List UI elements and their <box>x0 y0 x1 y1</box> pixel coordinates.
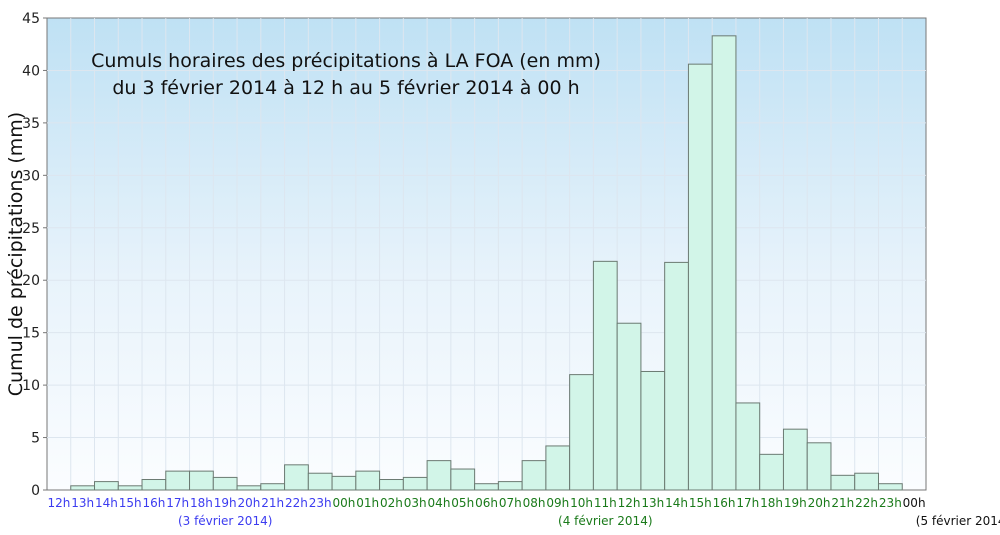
bar-19h <box>782 428 808 491</box>
x-tick-label: 00h <box>903 496 926 510</box>
bar-16h <box>141 479 167 491</box>
x-tick-label: 18h <box>190 496 213 510</box>
x-tick-label: 07h <box>499 496 522 510</box>
y-tick-label: 10 <box>22 378 40 394</box>
x-tick-label: 06h <box>475 496 498 510</box>
bar-16h <box>711 35 737 491</box>
x-tick-label: 13h <box>71 496 94 510</box>
bar-05h <box>450 468 476 491</box>
x-tick-label: 22h <box>855 496 878 510</box>
y-tick-label: 30 <box>22 168 40 184</box>
y-axis-label: Cumul de précipitations (mm) <box>5 112 27 396</box>
x-axis-ticks: 12h 13h 14h 15h 16h 17h 18h 19h 20h 21h 22h 23h 00h 0… <box>47 496 925 510</box>
y-tick-label: 5 <box>31 431 40 447</box>
x-tick-label: 14h <box>665 496 688 510</box>
x-tick-label: 05h <box>451 496 474 510</box>
bar-20h <box>806 442 832 491</box>
x-tick-label: 21h <box>831 496 854 510</box>
bar-08h <box>521 460 547 491</box>
chart-title-line-1: Cumuls horaires des précipitations à LA … <box>91 50 601 72</box>
chart-title-line-2: du 3 février 2014 à 12 h au 5 février 20… <box>112 77 579 99</box>
bar-13h <box>640 370 666 491</box>
bar-18h <box>189 470 214 491</box>
bar-12h <box>616 322 642 491</box>
y-tick-label: 35 <box>22 116 40 132</box>
bar-04h <box>426 460 452 491</box>
x-tick-label: 15h <box>119 496 142 510</box>
y-tick-label: 15 <box>22 326 40 342</box>
x-tick-label: 12h <box>47 496 70 510</box>
y-tick-label: 25 <box>22 221 40 237</box>
x-tick-label: 22h <box>285 496 308 510</box>
bar-02h <box>379 479 404 491</box>
y-tick-label: 45 <box>22 11 40 27</box>
x-tick-label: 19h <box>784 496 807 510</box>
bar-01h <box>355 470 381 491</box>
bar-14h <box>94 481 119 491</box>
y-tick-label: 0 <box>31 483 40 499</box>
day-labels: (3 février 2014) (4 février 2014) (5 févri… <box>178 514 1000 528</box>
x-tick-label: 10h <box>570 496 593 510</box>
bar-15h <box>687 63 713 491</box>
day-label: (4 février 2014) <box>558 514 652 528</box>
bar-22h <box>854 472 879 491</box>
bar-14h <box>664 261 689 491</box>
x-tick-label: 23h <box>309 496 332 510</box>
bar-00h <box>331 475 357 491</box>
bar-20h <box>236 485 262 491</box>
day-label: (3 février 2014) <box>178 514 272 528</box>
bar-07h <box>497 481 523 491</box>
plot-area <box>46 17 927 491</box>
x-tick-label: 17h <box>166 496 189 510</box>
bars <box>70 35 903 491</box>
bar-18h <box>759 453 784 491</box>
x-tick-label: 02h <box>380 496 403 510</box>
x-tick-label: 09h <box>546 496 569 510</box>
x-tick-label: 08h <box>523 496 546 510</box>
bar-21h <box>260 483 286 491</box>
bar-10h <box>569 374 594 491</box>
x-tick-label: 16h <box>713 496 736 510</box>
x-tick-label: 17h <box>736 496 759 510</box>
bar-09h <box>545 445 571 491</box>
x-tick-label: 20h <box>808 496 831 510</box>
bar-06h <box>474 483 499 491</box>
bar-17h <box>735 402 761 491</box>
x-tick-label: 14h <box>95 496 118 510</box>
x-tick-label: 16h <box>142 496 165 510</box>
bar-11h <box>592 260 618 491</box>
bar-03h <box>402 476 428 491</box>
x-tick-label: 00h <box>333 496 356 510</box>
x-tick-label: 15h <box>689 496 712 510</box>
x-tick-label: 23h <box>879 496 902 510</box>
x-tick-label: 11h <box>594 496 617 510</box>
x-tick-label: 18h <box>760 496 783 510</box>
bar-21h <box>830 474 856 491</box>
y-tick-label: 40 <box>22 63 40 79</box>
x-tick-label: 12h <box>618 496 641 510</box>
x-tick-label: 19h <box>214 496 237 510</box>
bar-13h <box>70 485 96 491</box>
bar-22h <box>284 464 309 491</box>
y-tick-label: 20 <box>22 273 40 289</box>
x-tick-label: 13h <box>641 496 664 510</box>
y-axis-ticks: 0 5 10 15 20 25 30 35 40 45 <box>22 11 47 499</box>
bar-23h <box>307 472 333 491</box>
bar-15h <box>117 485 143 491</box>
x-tick-label: 04h <box>428 496 451 510</box>
bar-23h <box>877 483 903 491</box>
x-tick-label: 20h <box>237 496 260 510</box>
day-label: (5 février 2014) <box>916 514 1000 528</box>
x-tick-label: 21h <box>261 496 284 510</box>
bar-17h <box>165 470 191 491</box>
x-tick-label: 01h <box>356 496 379 510</box>
x-tick-label: 03h <box>404 496 427 510</box>
bar-19h <box>212 476 238 491</box>
